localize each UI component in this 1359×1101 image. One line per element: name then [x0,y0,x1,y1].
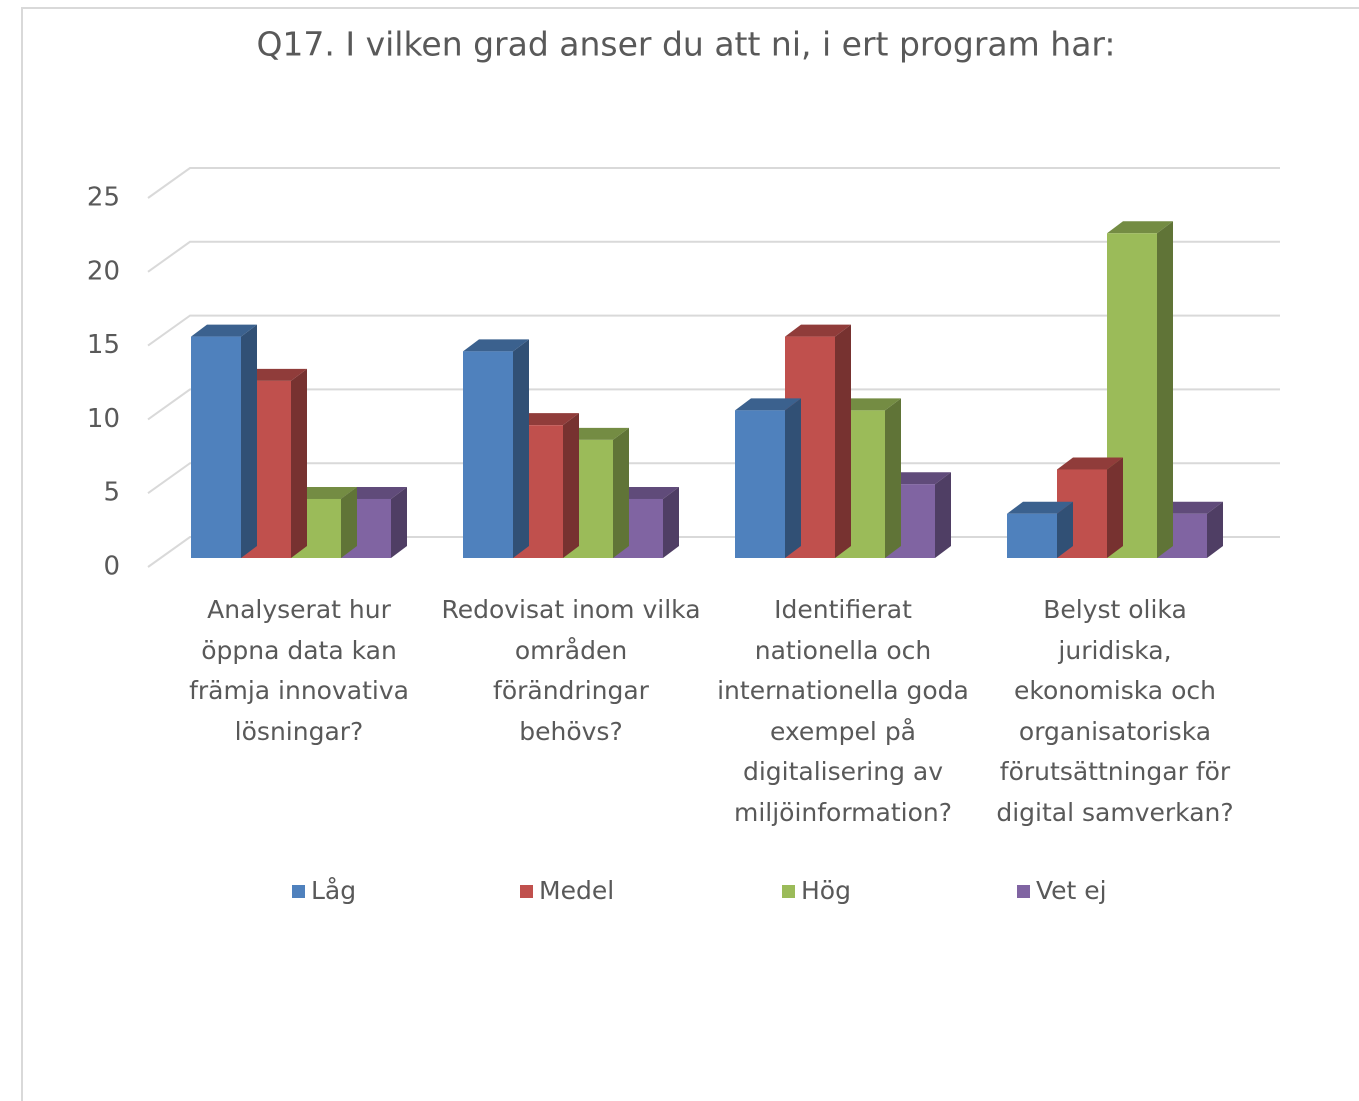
bar-side [513,339,529,558]
legend-swatch [292,885,305,898]
bar-side [1107,457,1123,558]
bar-top [835,398,901,411]
bar-top [513,413,579,426]
y-tick-label: 25 [87,183,120,213]
bar-side [935,472,951,558]
bar-side [1057,501,1073,558]
bar-side [785,398,801,558]
bar-top [463,339,529,352]
chart-border [21,7,1359,1101]
bar-side [663,486,679,558]
bar-side [885,398,901,558]
bar [1007,513,1057,558]
bar-side [835,324,851,558]
bar-top [735,398,801,411]
bar-side [291,368,307,558]
bar-side [613,427,629,558]
grid-line [147,314,1280,347]
grid-line [147,167,1280,199]
bar-top [1107,221,1173,234]
bar-side [1157,221,1173,558]
bar [463,351,513,558]
x-tick-label: Redovisat inom vilka områden förändringa… [441,595,701,746]
y-tick-label: 15 [87,330,120,360]
bar [191,336,241,558]
bar-top [563,427,629,440]
y-tick-label: 20 [87,256,120,286]
legend-swatch [1017,885,1030,898]
legend-label: Medel [539,876,614,905]
y-tick-label: 5 [103,478,120,508]
grid-line [147,240,1280,273]
bar-top [785,324,851,337]
y-tick-label: 0 [103,552,120,582]
legend-label: Hög [801,876,851,905]
legend-swatch [520,885,533,898]
x-tick-label: Analyserat hur öppna data kan främja inn… [189,595,409,746]
bar-top [1157,501,1223,514]
bar-top [341,486,407,499]
legend-swatch [782,885,795,898]
bar-side [341,486,357,558]
bar-side [563,413,579,558]
bar-top [291,486,357,499]
bar-side [391,486,407,558]
bar-side [1207,501,1223,558]
bar [735,410,785,558]
bar-top [1057,457,1123,470]
bar-top [613,486,679,499]
y-tick-label: 10 [87,404,120,434]
legend-label: Låg [311,876,356,905]
bar-top [885,472,951,485]
bar-top [241,368,307,381]
bar-top [191,324,257,337]
chart-title: Q17. I vilken grad anser du att ni, i er… [256,25,1115,64]
grid-line [147,388,1280,421]
grid-line [147,462,1280,495]
bar-top [1007,501,1073,514]
bar-side [241,324,257,558]
legend-label: Vet ej [1036,876,1107,905]
x-tick-label: Identifierat nationella och internatione… [717,595,969,827]
x-tick-label: Belyst olika juridiska, ekonomiska och o… [996,595,1234,827]
